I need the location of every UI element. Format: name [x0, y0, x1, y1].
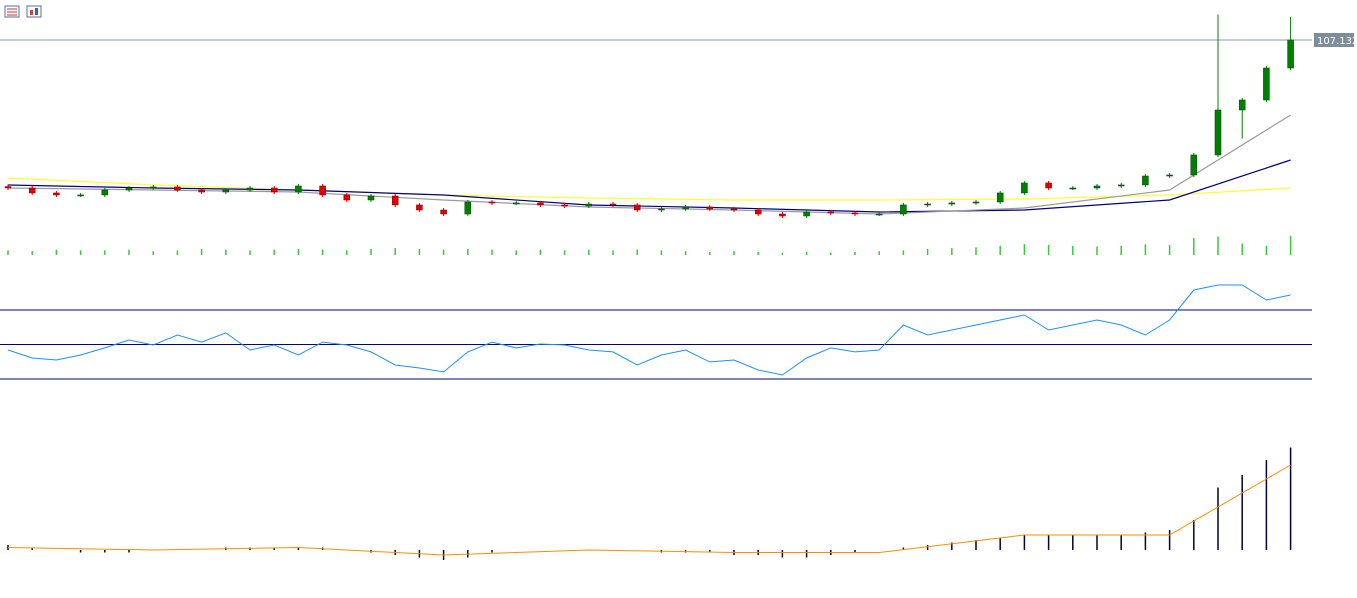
candle-body — [1069, 187, 1077, 190]
toolbar — [4, 5, 42, 18]
candle-body — [730, 208, 738, 211]
candle-body — [28, 187, 36, 194]
candle-body — [972, 201, 980, 204]
price-label-bg — [1314, 33, 1354, 47]
candle-body — [996, 192, 1004, 203]
candle-body — [585, 203, 593, 207]
candle-body — [198, 189, 205, 193]
candle-body — [440, 209, 447, 215]
candle-body — [658, 208, 665, 211]
candle-body — [367, 195, 375, 201]
candle-body — [391, 195, 399, 206]
candle-body — [875, 213, 883, 216]
candle-body — [827, 211, 835, 214]
candle-body — [924, 203, 931, 206]
candle-body — [682, 206, 689, 210]
candle-body — [343, 194, 351, 201]
candle-body — [1045, 182, 1052, 189]
candle-body — [803, 211, 810, 217]
candle-body — [4, 186, 12, 189]
candle-body — [900, 204, 907, 215]
candle-body — [246, 187, 254, 191]
candle-body — [53, 192, 60, 196]
candle-body — [779, 213, 786, 217]
candle-body — [609, 203, 617, 206]
candle-body — [706, 206, 714, 210]
candle-body — [1166, 174, 1173, 177]
candle-body — [416, 204, 423, 211]
candle-body — [222, 189, 230, 193]
candle-body — [1093, 185, 1101, 189]
candle-body — [101, 189, 109, 196]
toolbar-icon[interactable] — [26, 5, 42, 18]
candle-body — [295, 185, 302, 193]
candle-body — [948, 202, 956, 205]
candle-body — [174, 186, 181, 191]
candle-body — [512, 202, 520, 205]
candle-body — [1287, 39, 1294, 69]
candle-body — [561, 204, 568, 207]
candle-body — [270, 187, 278, 193]
candle-body — [319, 185, 326, 196]
candle-body — [1021, 182, 1028, 194]
icon-detail — [35, 8, 38, 15]
candle-body — [1263, 67, 1270, 101]
rsi-line — [7, 284, 1291, 376]
candle-body — [1190, 154, 1198, 176]
price-label: 107.132 — [1317, 36, 1357, 47]
candle-body — [125, 187, 133, 191]
candle-body — [1214, 109, 1222, 156]
candle-body — [1238, 99, 1246, 111]
candle-body — [1117, 184, 1125, 187]
candle-body — [77, 194, 84, 197]
moving-average — [7, 177, 1291, 201]
icon-detail — [30, 10, 33, 15]
candle-body — [1142, 175, 1149, 186]
candle-body — [537, 202, 544, 206]
candle-body — [488, 201, 496, 204]
candle-body — [149, 186, 157, 189]
candle-body — [633, 204, 641, 211]
candle-body — [464, 201, 472, 215]
candle-body — [851, 212, 859, 215]
macd-signal — [7, 464, 1291, 556]
candle-body — [754, 209, 762, 215]
